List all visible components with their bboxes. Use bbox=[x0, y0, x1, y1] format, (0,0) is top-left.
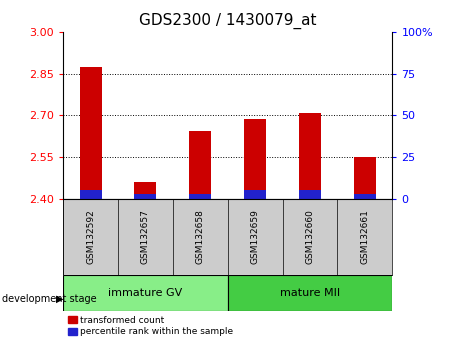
Text: ▶: ▶ bbox=[56, 294, 64, 304]
Legend: transformed count, percentile rank within the sample: transformed count, percentile rank withi… bbox=[68, 315, 234, 336]
Text: GSM132658: GSM132658 bbox=[196, 209, 205, 264]
Bar bbox=[299, 113, 321, 199]
Text: GSM132659: GSM132659 bbox=[251, 209, 260, 264]
Text: immature GV: immature GV bbox=[108, 288, 183, 298]
Bar bbox=[244, 190, 266, 199]
Text: GSM132661: GSM132661 bbox=[360, 209, 369, 264]
Bar bbox=[80, 67, 101, 199]
Text: mature MII: mature MII bbox=[280, 288, 340, 298]
Title: GDS2300 / 1430079_at: GDS2300 / 1430079_at bbox=[139, 13, 317, 29]
Bar bbox=[189, 194, 211, 199]
Bar bbox=[80, 190, 101, 199]
Bar bbox=[299, 190, 321, 199]
Bar bbox=[63, 275, 228, 311]
Bar bbox=[244, 119, 266, 199]
Bar bbox=[134, 194, 156, 199]
Bar bbox=[354, 194, 376, 199]
Bar bbox=[228, 275, 392, 311]
Bar bbox=[134, 182, 156, 199]
Bar bbox=[189, 131, 211, 199]
Bar bbox=[354, 157, 376, 199]
Text: development stage: development stage bbox=[2, 294, 97, 304]
Text: GSM132592: GSM132592 bbox=[86, 209, 95, 264]
Text: GSM132657: GSM132657 bbox=[141, 209, 150, 264]
Text: GSM132660: GSM132660 bbox=[306, 209, 314, 264]
